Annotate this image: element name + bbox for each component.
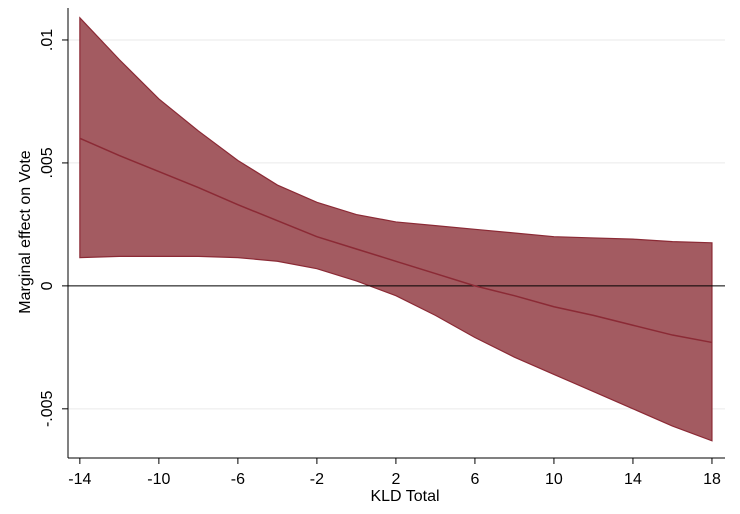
y-tick-label: .005 <box>39 147 56 178</box>
x-tick-label: 2 <box>391 471 400 488</box>
x-tick-label: -14 <box>68 471 91 488</box>
x-tick-label: 10 <box>545 471 563 488</box>
effect-line <box>79 137 713 344</box>
y-tick-label: -.005 <box>39 390 56 427</box>
confidence-band <box>79 16 713 442</box>
x-tick-label: -6 <box>231 471 245 488</box>
y-tick-label: .01 <box>39 29 56 51</box>
x-tick-label: 14 <box>624 471 642 488</box>
y-axis-title: Marginal effect on Vote <box>17 150 34 313</box>
x-tick-label: 18 <box>703 471 721 488</box>
x-tick-label: -2 <box>310 471 324 488</box>
x-tick-label: 6 <box>470 471 479 488</box>
x-tick-label: -10 <box>147 471 170 488</box>
y-tick-label: 0 <box>39 281 56 290</box>
x-axis-title: KLD Total <box>370 488 439 505</box>
